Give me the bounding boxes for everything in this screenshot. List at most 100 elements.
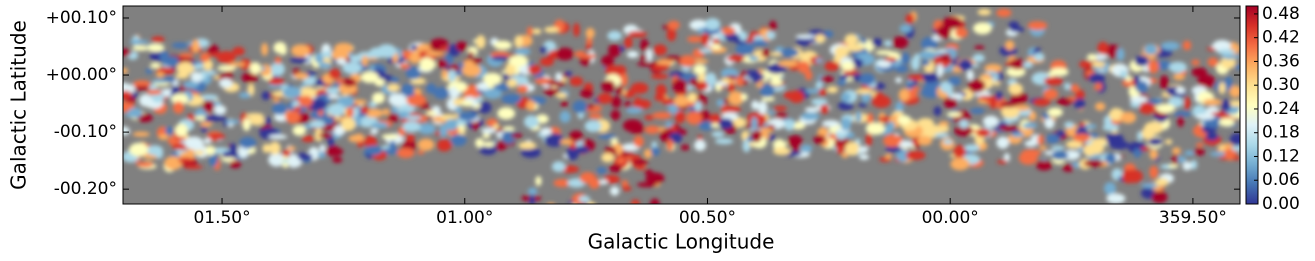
texture-blob bbox=[630, 82, 649, 94]
texture-blob bbox=[155, 71, 165, 78]
texture-blob bbox=[669, 132, 683, 144]
texture-blob bbox=[972, 53, 985, 63]
texture-blob bbox=[301, 135, 315, 143]
texture-blob bbox=[1149, 149, 1158, 160]
texture-blob bbox=[689, 78, 698, 87]
texture-blob bbox=[645, 172, 665, 185]
texture-blob bbox=[187, 148, 195, 156]
texture-blob bbox=[750, 39, 769, 47]
texture-blob bbox=[1205, 132, 1219, 141]
texture-blob bbox=[203, 137, 212, 144]
texture-blob bbox=[1172, 147, 1181, 155]
texture-blob bbox=[661, 98, 677, 105]
texture-blob bbox=[858, 102, 868, 108]
texture-blob bbox=[455, 81, 468, 92]
texture-blob bbox=[645, 48, 653, 62]
texture-blob bbox=[1094, 102, 1106, 111]
texture-blob bbox=[1173, 111, 1192, 117]
x-tick-label: 01.00° bbox=[436, 208, 493, 228]
texture-blob bbox=[560, 100, 568, 108]
plot-frame bbox=[122, 5, 1241, 205]
texture-blob bbox=[632, 99, 652, 110]
texture-blob bbox=[571, 204, 578, 209]
texture-blob bbox=[767, 110, 775, 116]
texture-blob bbox=[501, 130, 516, 144]
texture-blob bbox=[1173, 73, 1185, 81]
texture-blob bbox=[871, 38, 883, 47]
texture-blob bbox=[741, 93, 748, 101]
texture-blob bbox=[834, 45, 850, 58]
texture-blob bbox=[1083, 160, 1104, 168]
texture-blob bbox=[171, 93, 189, 105]
texture-blob bbox=[417, 138, 435, 151]
texture-blob bbox=[298, 86, 317, 99]
texture-blob bbox=[336, 58, 347, 66]
texture-blob bbox=[518, 141, 537, 150]
texture-blob bbox=[172, 101, 185, 114]
texture-blob bbox=[1086, 53, 1097, 61]
texture-blob bbox=[895, 77, 902, 83]
texture-blob bbox=[579, 53, 597, 59]
texture-blob bbox=[360, 71, 379, 84]
texture-blob bbox=[323, 116, 335, 125]
texture-blob bbox=[309, 120, 326, 129]
texture-blob bbox=[1147, 98, 1163, 105]
texture-blob bbox=[419, 57, 435, 72]
texture-blob bbox=[540, 45, 548, 54]
texture-blob bbox=[136, 161, 154, 168]
texture-blob bbox=[476, 35, 486, 49]
texture-blob bbox=[667, 20, 680, 30]
texture-blob bbox=[1028, 111, 1037, 121]
texture-blob bbox=[199, 94, 219, 101]
texture-blob bbox=[559, 138, 574, 145]
texture-blob bbox=[286, 146, 296, 151]
texture-blob bbox=[274, 56, 282, 65]
texture-blob bbox=[418, 123, 436, 135]
texture-blob bbox=[815, 58, 823, 63]
texture-blob bbox=[399, 63, 411, 69]
texture-blob bbox=[739, 30, 748, 42]
texture-blob bbox=[123, 126, 130, 136]
texture-blob bbox=[804, 69, 813, 81]
texture-blob bbox=[611, 96, 622, 108]
texture-blob bbox=[905, 13, 914, 24]
texture-blob bbox=[751, 100, 759, 110]
texture-blob bbox=[401, 83, 415, 95]
texture-blob bbox=[457, 111, 478, 121]
texture-blob bbox=[433, 86, 450, 100]
texture-blob bbox=[917, 135, 933, 146]
texture-blob bbox=[800, 144, 813, 153]
colorbar-tick-label: 0.18 bbox=[1262, 123, 1300, 143]
texture-blob bbox=[859, 73, 876, 86]
texture-blob bbox=[622, 119, 643, 132]
texture-blob bbox=[409, 52, 421, 64]
texture-blob bbox=[920, 36, 938, 51]
texture-blob bbox=[123, 48, 132, 57]
texture-blob bbox=[213, 105, 227, 115]
texture-blob bbox=[616, 157, 626, 164]
texture-blob bbox=[1102, 124, 1119, 132]
texture-blob bbox=[319, 144, 326, 154]
texture-blob bbox=[520, 147, 541, 158]
texture-blob bbox=[761, 49, 771, 58]
texture-blob bbox=[455, 105, 462, 114]
texture-blob bbox=[622, 185, 632, 191]
texture-blob bbox=[1221, 53, 1240, 60]
texture-blob bbox=[329, 145, 339, 155]
texture-blob bbox=[269, 141, 281, 155]
texture-blob bbox=[760, 128, 774, 133]
texture-blob bbox=[1183, 96, 1191, 110]
texture-blob bbox=[497, 107, 516, 120]
texture-blob bbox=[934, 133, 950, 138]
texture-blob bbox=[264, 116, 271, 125]
texture-blob bbox=[1008, 83, 1023, 95]
texture-blob bbox=[624, 101, 632, 109]
texture-blob bbox=[844, 44, 864, 52]
texture-blob bbox=[1224, 76, 1233, 90]
texture-blob bbox=[555, 72, 563, 82]
texture-blob bbox=[200, 52, 211, 63]
texture-blob bbox=[949, 48, 957, 60]
texture-blob bbox=[293, 105, 302, 112]
texture-blob bbox=[974, 45, 985, 50]
texture-blob bbox=[999, 101, 1018, 108]
